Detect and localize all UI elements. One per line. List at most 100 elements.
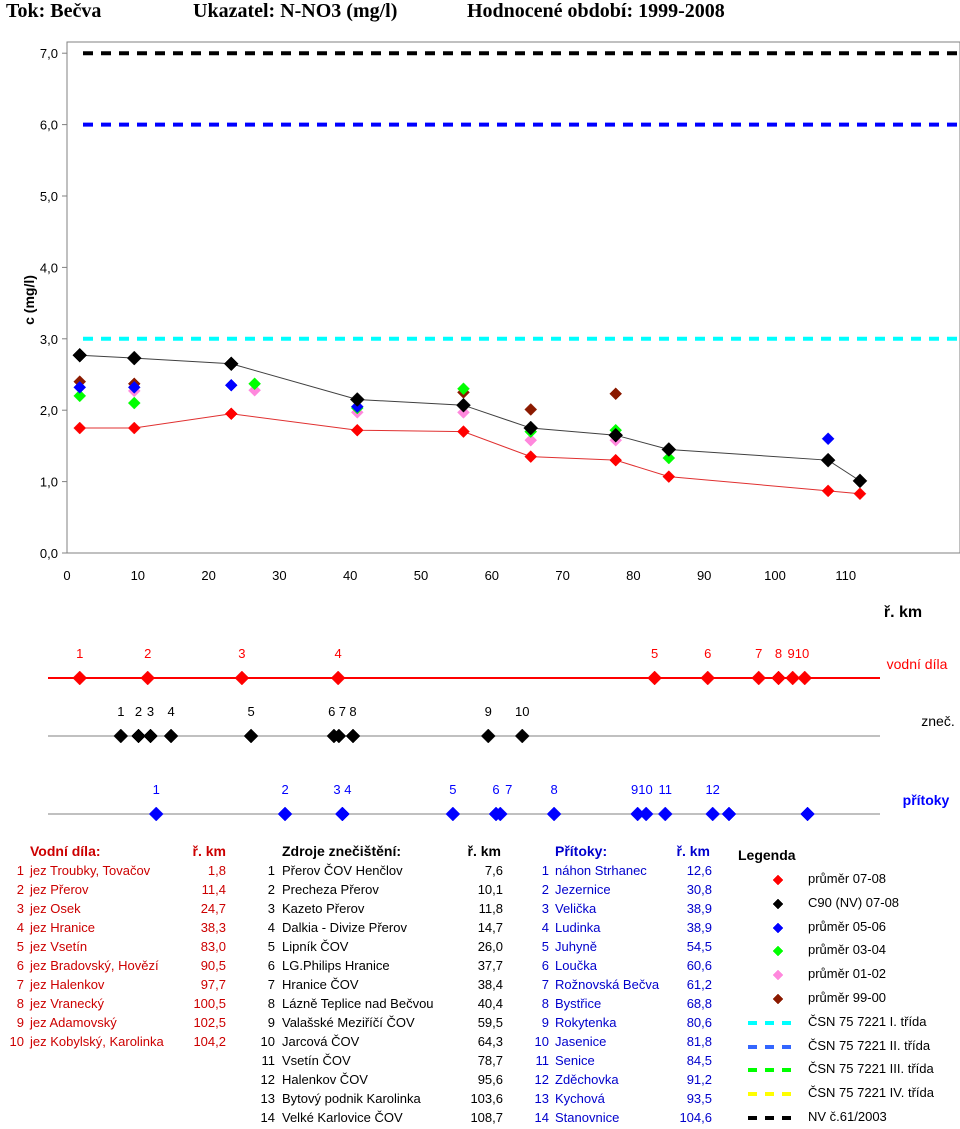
row-km: 30,8 <box>686 882 712 897</box>
x-axis-label: ř. km <box>884 604 922 621</box>
legend-item: průměr 01-02 <box>734 964 956 986</box>
row-number: 10 <box>260 1034 275 1049</box>
row-number: 14 <box>260 1110 275 1125</box>
row-number: 3 <box>541 901 549 916</box>
track-number-pollution: 4 <box>167 704 174 719</box>
row-number: 14 <box>534 1110 549 1125</box>
row-number: 5 <box>16 939 24 954</box>
row-name: Jasenice <box>555 1034 607 1049</box>
table-row: 5 Lipník ČOV 26,0 <box>255 939 505 958</box>
row-name: jez Bradovský, Hovězí <box>30 958 159 973</box>
track-marker-pollution <box>131 728 146 744</box>
table-km-header: ř. km <box>192 843 226 859</box>
row-number: 5 <box>541 939 549 954</box>
row-km: 83,0 <box>200 939 226 954</box>
row-number: 9 <box>16 1015 24 1030</box>
row-km: 90,5 <box>200 958 226 973</box>
row-km: 80,6 <box>686 1015 712 1030</box>
track-marker-pollution <box>243 728 259 744</box>
row-number: 1 <box>16 863 24 878</box>
table-row: 7 Hranice ČOV 38,4 <box>255 977 505 996</box>
table-row: 6 LG.Philips Hranice 37,7 <box>255 958 505 977</box>
track-marker-reservoirs <box>140 670 156 686</box>
row-name: Rokytenka <box>555 1015 617 1030</box>
row-number: 13 <box>260 1091 275 1106</box>
row-name: jez Přerov <box>30 882 89 897</box>
row-number: 2 <box>541 882 549 897</box>
legend-marker <box>772 922 784 933</box>
track-marker-reservoirs <box>700 670 716 686</box>
table-row: 1 jez Troubky, Tovačov 1,8 <box>8 863 230 882</box>
table-row: 9 Rokytenka 80,6 <box>530 1015 714 1034</box>
legend-dash <box>748 1020 798 1025</box>
track-number-tributaries: 6 <box>492 782 499 797</box>
data-point <box>248 383 261 397</box>
table-row: 14 Stanovnice 104,6 <box>530 1110 714 1129</box>
table-row: 6 Loučka 60,6 <box>530 958 714 977</box>
table-row: 7 jez Halenkov 97,7 <box>8 977 230 996</box>
track-number-pollution: 10 <box>515 704 529 719</box>
row-km: 78,7 <box>477 1053 503 1068</box>
data-point <box>224 407 238 421</box>
row-km: 12,6 <box>686 863 712 878</box>
data-point <box>73 380 87 394</box>
row-name: Velké Karlovice ČOV <box>282 1110 403 1125</box>
row-name: Loučka <box>555 958 597 973</box>
table-row: 13 Bytový podnik Karolinka 103,6 <box>255 1091 505 1110</box>
legend-marker-shape <box>772 898 784 910</box>
data-point <box>223 356 239 372</box>
row-name: Dalkia - Divize Přerov <box>282 920 407 935</box>
track-number-tributaries: 3 4 <box>333 782 351 797</box>
plot-frame <box>66 41 960 554</box>
row-km: 103,6 <box>470 1091 503 1106</box>
legend-item: C90 (NV) 07-08 <box>734 893 956 915</box>
table-row: 8 jez Vranecký 100,5 <box>8 996 230 1015</box>
row-km: 11,8 <box>478 901 503 916</box>
data-point <box>662 470 676 483</box>
track-marker-tributaries <box>148 806 164 822</box>
data-point <box>72 347 88 363</box>
table-row: 10 Jarcová ČOV 64,3 <box>255 1034 505 1053</box>
legend-dash <box>748 1044 798 1049</box>
track-marker-reservoirs <box>785 670 801 686</box>
legend-marker <box>772 946 784 957</box>
row-number: 6 <box>267 958 275 973</box>
table-row: 14 Velké Karlovice ČOV 108,7 <box>255 1110 505 1129</box>
table-row: 1 Přerov ČOV Henčlov 7,6 <box>255 863 505 882</box>
row-name: Vsetín ČOV <box>282 1053 351 1068</box>
legend-item: průměr 05-06 <box>734 917 956 939</box>
row-number: 12 <box>534 1072 549 1087</box>
table-row: 12 Halenkov ČOV 95,6 <box>255 1072 505 1091</box>
legend-marker-shape <box>772 969 784 981</box>
track-marker-tributaries <box>277 806 293 822</box>
row-km: 104,2 <box>193 1034 226 1049</box>
row-name: náhon Strhanec <box>555 863 647 878</box>
row-name: Valašské Meziříčí ČOV <box>282 1015 415 1030</box>
data-point <box>457 382 470 396</box>
threshold-lines <box>83 51 958 341</box>
track-marker-reservoirs <box>751 670 767 686</box>
x-tick-label: 0 <box>63 568 70 583</box>
legend-dash <box>748 1092 798 1097</box>
row-km: 54,5 <box>686 939 712 954</box>
row-number: 10 <box>534 1034 549 1049</box>
row-km: 37,7 <box>477 958 503 973</box>
row-name: Precheza Přerov <box>282 882 379 897</box>
legend-marker <box>772 969 784 981</box>
x-axis: 0 10 20 30 40 50 60 70 80 90 100 110 <box>63 568 856 583</box>
legend-item: průměr 99-00 <box>734 988 956 1010</box>
legend-label: průměr 07-08 <box>808 871 887 886</box>
track-marker-pollution <box>331 728 347 744</box>
legend-item: průměr 03-04 <box>734 940 956 962</box>
row-name: Hranice ČOV <box>282 977 359 992</box>
row-km: 38,3 <box>200 920 226 935</box>
table-row: 3 jez Osek 24,7 <box>8 901 230 920</box>
table-title: Přítoky: <box>555 843 608 859</box>
legend-item: průměr 07-08 <box>734 869 956 891</box>
table-row: 12 Zděchovka 91,2 <box>530 1072 714 1091</box>
legend-label: průměr 03-04 <box>808 942 887 958</box>
row-name: jez Vsetín <box>30 939 88 954</box>
legend-item: ČSN 75 7221 I. třída <box>734 1012 956 1034</box>
data-point <box>73 421 87 435</box>
table-header: Zdroje znečištění: ř. km <box>255 843 505 862</box>
